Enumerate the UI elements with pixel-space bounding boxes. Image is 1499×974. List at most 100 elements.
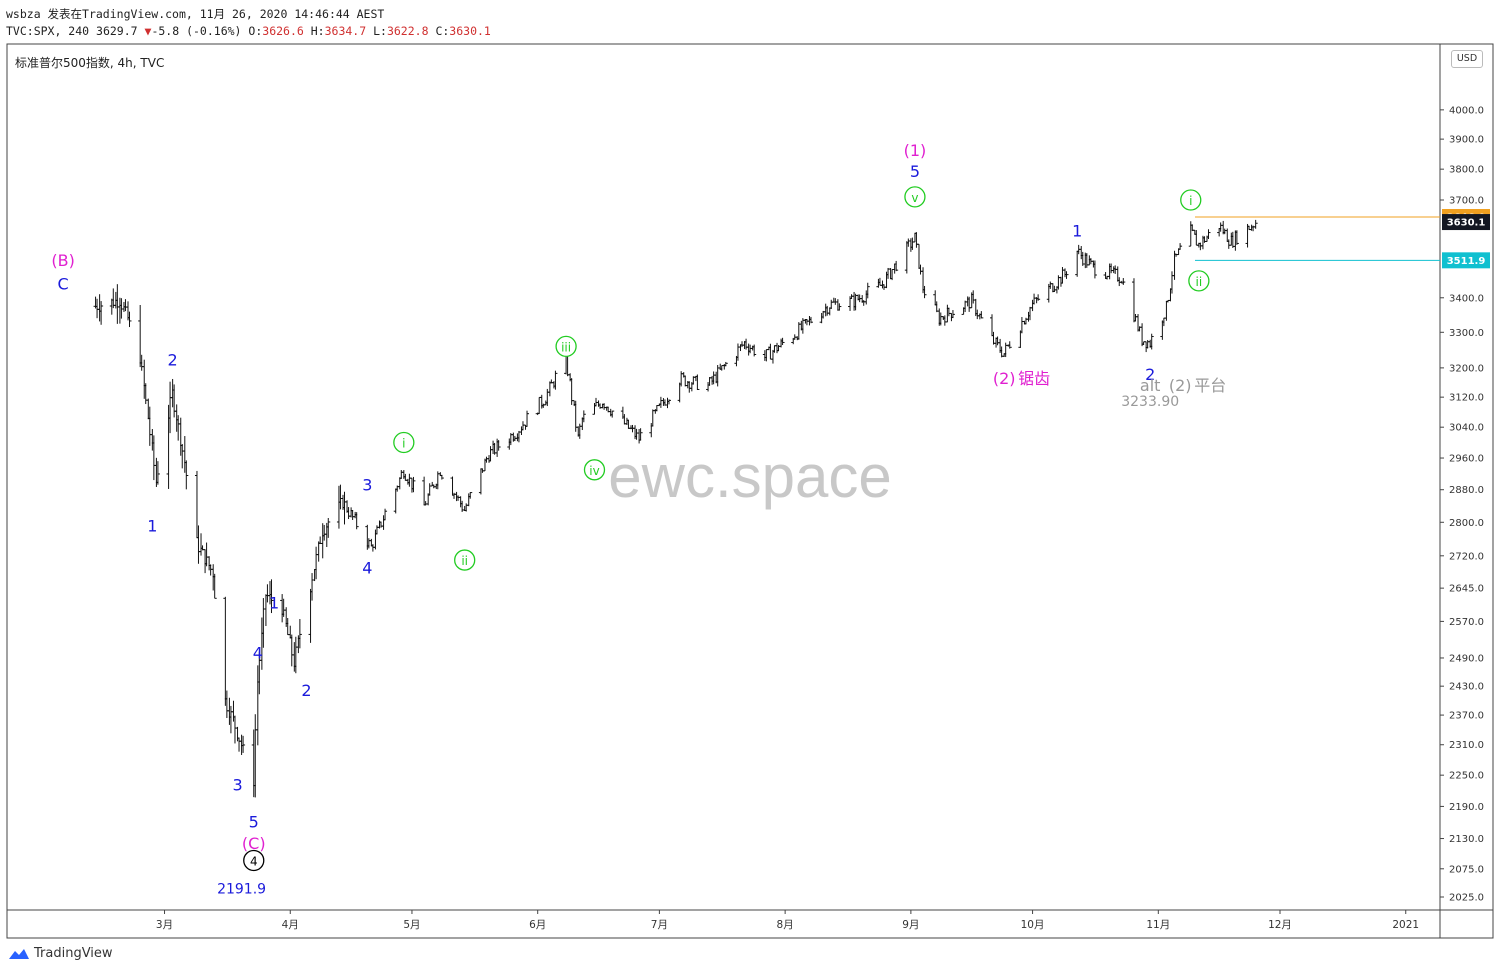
wave-label: 1 bbox=[1072, 222, 1082, 241]
wave-label-text: 4 bbox=[253, 643, 263, 662]
wave-label-text: (2) bbox=[993, 369, 1016, 388]
price-tick-label: 2190.0 bbox=[1449, 802, 1484, 813]
ohlc-legend: TVC:SPX, 240 3629.7 ▼-5.8 (-0.16%) O:362… bbox=[6, 24, 491, 38]
time-tick-label: 3月 bbox=[156, 919, 173, 931]
time-tick-label: 4月 bbox=[282, 919, 299, 931]
price-tick-label: 2025.0 bbox=[1449, 893, 1484, 904]
wave-label: (B) bbox=[51, 251, 74, 270]
wave-label-text: 3 bbox=[362, 476, 372, 495]
time-tick-label: 2021 bbox=[1392, 919, 1419, 931]
ohlc-bar bbox=[610, 410, 615, 418]
price-change: -5.8 (-0.16%) bbox=[151, 24, 242, 38]
ohlc-bar bbox=[1253, 219, 1258, 229]
ohlc-bar bbox=[638, 428, 643, 441]
down-arrow-icon: ▼ bbox=[144, 24, 152, 38]
wave-label-text: 4 bbox=[250, 854, 258, 868]
wave-label-text: 2 bbox=[1145, 365, 1155, 384]
high-value: 3634.7 bbox=[324, 24, 367, 38]
wave-label-text: 3 bbox=[232, 775, 242, 794]
wave-label-text: 1 bbox=[269, 594, 279, 613]
ohlc-bar bbox=[1032, 293, 1037, 305]
ohlc-bar bbox=[537, 396, 542, 414]
ohlc-bar bbox=[1075, 250, 1080, 277]
ohlc-bar bbox=[318, 536, 323, 545]
ohlc-bar bbox=[667, 399, 671, 405]
wave-label: 4 bbox=[362, 559, 372, 578]
price-tick-label: 3120.0 bbox=[1449, 393, 1484, 404]
open-value: 3626.6 bbox=[262, 24, 304, 38]
wave-circle bbox=[393, 431, 415, 454]
time-tick-label: 8月 bbox=[777, 919, 794, 931]
ohlc-bar bbox=[861, 300, 866, 306]
ohlc-bar bbox=[658, 396, 663, 408]
ohlc-bar bbox=[393, 488, 398, 514]
wave-label-text: i bbox=[402, 437, 405, 451]
ohlc-bar bbox=[695, 374, 700, 391]
wave-circle bbox=[583, 459, 606, 481]
wave-label-text: (B) bbox=[51, 251, 74, 270]
price-tick-label: 3900.0 bbox=[1449, 135, 1484, 146]
wave-circle bbox=[1180, 189, 1202, 211]
ohlc-bar bbox=[1064, 271, 1069, 279]
wave-circle bbox=[904, 186, 926, 208]
price-tick-label: 3700.0 bbox=[1449, 195, 1484, 206]
ohlc-bar bbox=[316, 541, 321, 562]
ohlc-bar bbox=[1164, 300, 1169, 321]
wave-label-text: C bbox=[58, 274, 69, 293]
ohlc-bar bbox=[383, 508, 388, 521]
wave-label: (1) bbox=[904, 141, 927, 160]
low-value: 3622.8 bbox=[386, 24, 429, 38]
publish-info: wsbza 发表在TradingView.com, 11月 26, 2020 1… bbox=[6, 7, 385, 21]
ohlc-bar bbox=[184, 460, 189, 490]
ohlc-bar bbox=[865, 282, 870, 299]
ohlc-bar bbox=[496, 440, 501, 451]
price-tag-label: 3630.1 bbox=[1447, 218, 1486, 229]
high-label: H: bbox=[310, 24, 325, 38]
ohlc-bar bbox=[354, 512, 359, 530]
ohlc-bar bbox=[326, 518, 331, 538]
ohlc-bar bbox=[439, 474, 444, 480]
wave-label-text: 2 bbox=[301, 681, 311, 700]
ohlc-bar bbox=[1092, 260, 1097, 279]
wave-label: 4 bbox=[253, 643, 263, 662]
wave-label: 锯齿 bbox=[1018, 369, 1050, 388]
price-tick-label: 2370.0 bbox=[1449, 711, 1484, 722]
wave-label-text: ii bbox=[1196, 275, 1203, 289]
chart-frame bbox=[6, 43, 1494, 939]
wave-label-text: ii bbox=[461, 554, 468, 568]
wave-label: (C) bbox=[242, 834, 266, 853]
price-tick-label: 2960.0 bbox=[1449, 454, 1484, 465]
pane-title: 标准普尔500指数, 4h, TVC bbox=[15, 56, 165, 70]
symbol-label[interactable]: TVC:SPX, 240 bbox=[6, 24, 90, 38]
tradingview-logo-icon bbox=[9, 948, 29, 959]
ohlc-bar bbox=[199, 533, 204, 556]
currency-button[interactable]: USD bbox=[1451, 50, 1483, 68]
wave-circle bbox=[243, 849, 265, 872]
close-value: 3630.1 bbox=[449, 24, 491, 38]
wave-label-text: 5 bbox=[249, 812, 259, 831]
wave-circle bbox=[1188, 270, 1210, 292]
wave-label: v bbox=[904, 186, 926, 208]
ohlc-bar bbox=[525, 410, 530, 427]
wave-label: 1 bbox=[147, 516, 157, 535]
ohlc-bar bbox=[241, 735, 246, 753]
wave-label: 2 bbox=[301, 681, 311, 700]
ohlc-bar bbox=[127, 311, 132, 328]
ohlc-bar bbox=[772, 345, 777, 353]
wave-label-text: (C) bbox=[242, 834, 266, 853]
tradingview-footer[interactable]: TradingView bbox=[8, 946, 113, 961]
ohlc-bar bbox=[397, 477, 402, 490]
wave-label-text: 2 bbox=[168, 351, 178, 370]
wave-label: 4 bbox=[243, 849, 265, 872]
ohlc-bar bbox=[950, 310, 955, 319]
time-tick-label: 5月 bbox=[403, 919, 420, 931]
wave-label: 2191.9 bbox=[217, 881, 266, 897]
price-tick-label: 3300.0 bbox=[1449, 328, 1484, 339]
low-label: L: bbox=[373, 24, 387, 38]
ohlc-bar bbox=[1149, 333, 1154, 350]
ohlc-bar bbox=[752, 344, 757, 357]
time-tick-label: 11月 bbox=[1146, 919, 1170, 931]
ohlc-bar bbox=[723, 361, 728, 367]
price-tick-label: 2430.0 bbox=[1449, 682, 1484, 693]
